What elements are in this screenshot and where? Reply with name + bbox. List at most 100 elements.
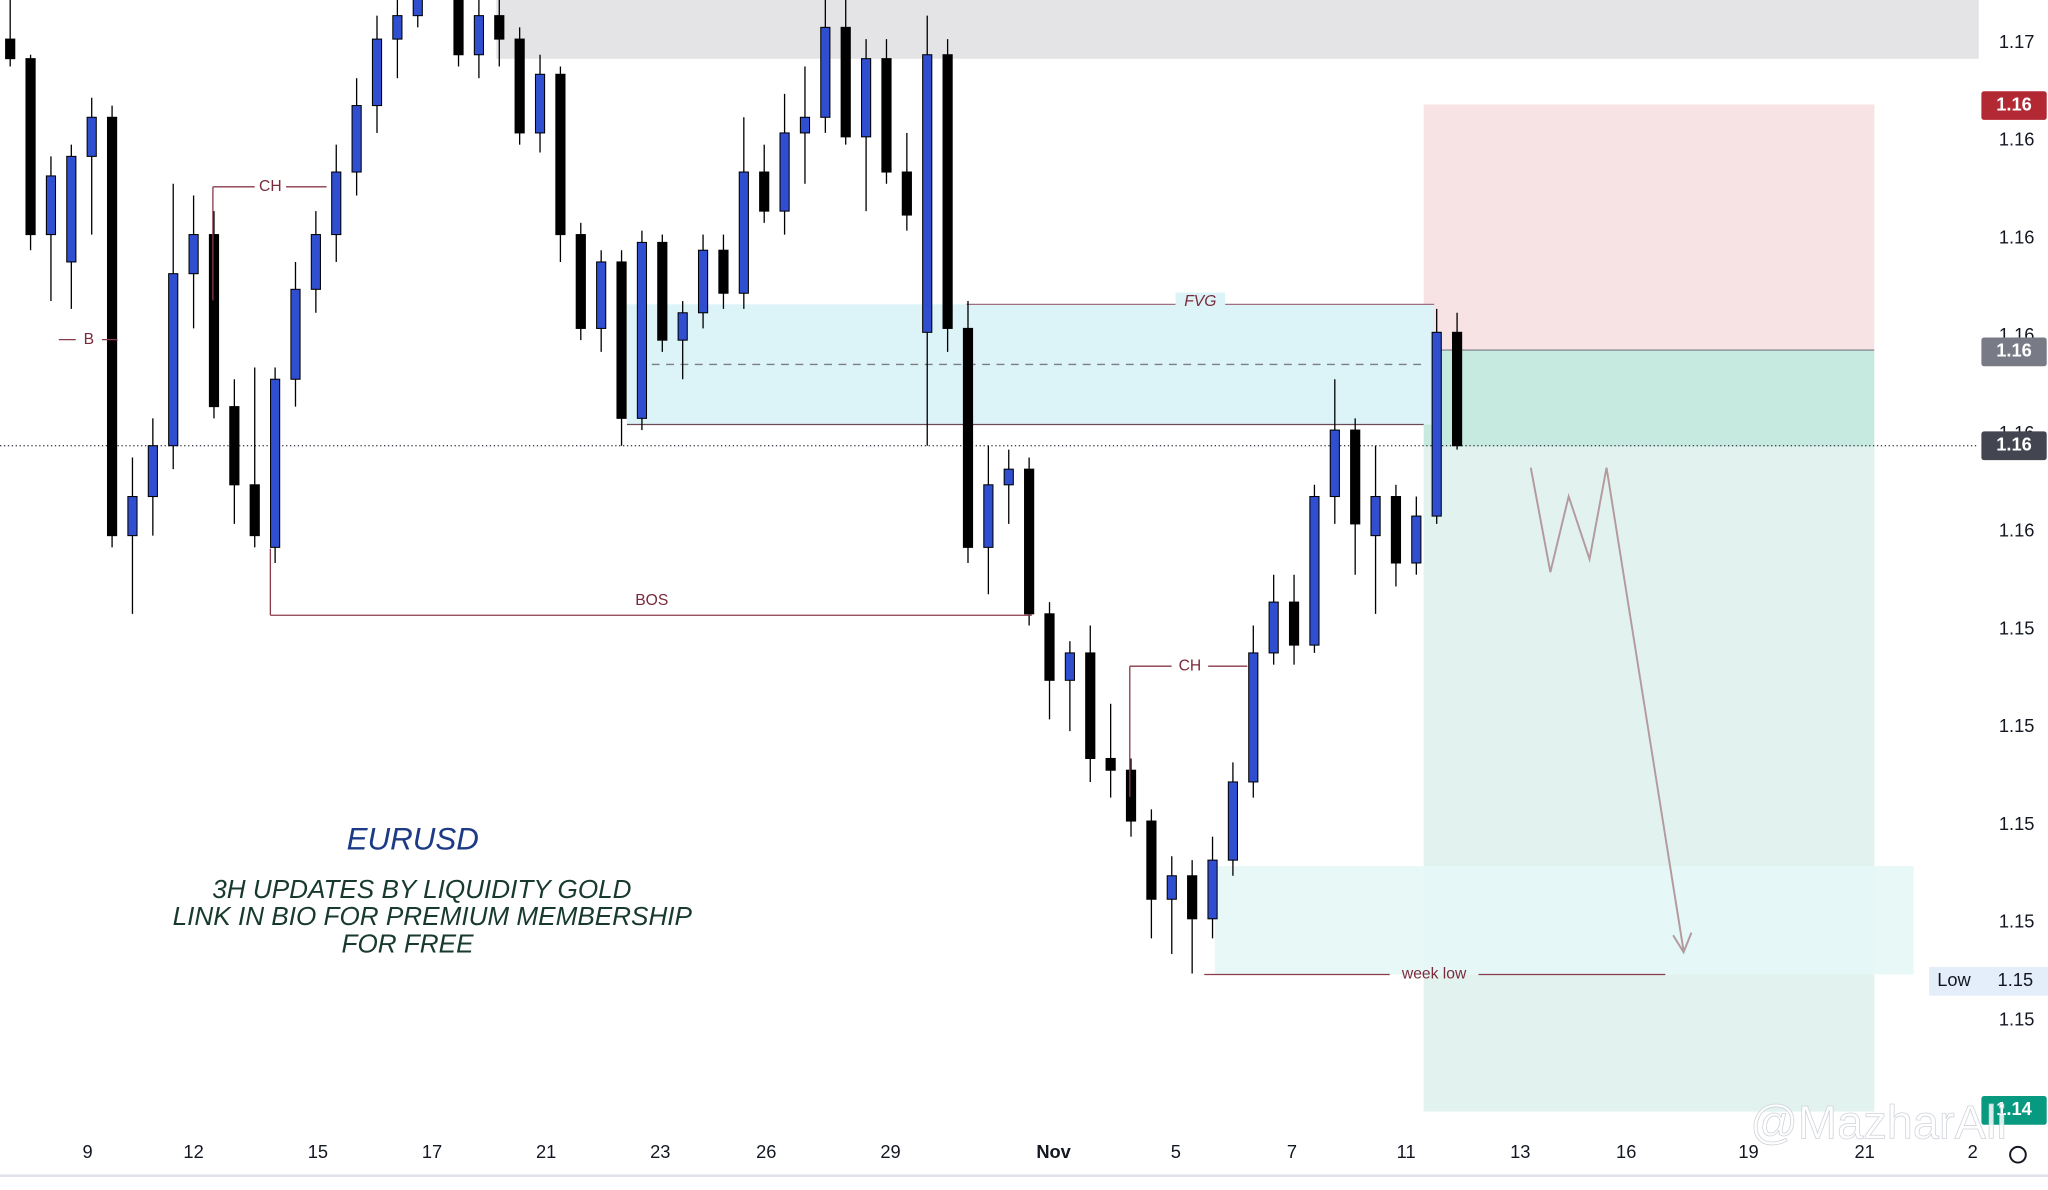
x-tick-label: 15	[308, 1141, 328, 1162]
candle-body	[962, 327, 974, 548]
target-zone	[1423, 446, 1875, 1112]
y-tick-label: 1.15	[1999, 617, 2035, 638]
candle-body	[983, 484, 994, 548]
candle-body	[1248, 652, 1259, 783]
candles	[5, 0, 1463, 974]
candle-body	[208, 234, 220, 408]
label-bg	[1175, 292, 1226, 311]
y-tick-label: 1.15	[1999, 813, 2035, 834]
x-tick-label: 16	[1616, 1141, 1636, 1162]
candle-body	[5, 38, 16, 60]
candle-body	[1390, 496, 1402, 564]
candle-body	[759, 171, 770, 212]
candle-body	[45, 175, 57, 236]
low-tag-name: Low	[1937, 969, 1971, 990]
candle-body	[657, 241, 668, 341]
candle-body	[168, 273, 179, 447]
price-tag	[1981, 1095, 2047, 1125]
candle-body	[412, 0, 423, 17]
candle-body	[901, 171, 912, 216]
candle-body	[861, 58, 872, 138]
candle-body	[1166, 875, 1177, 900]
projection-path	[1529, 467, 1685, 952]
settings-icon[interactable]	[2009, 1145, 2027, 1164]
candle-body	[351, 105, 362, 173]
candle-body	[820, 26, 831, 118]
candle-body	[779, 132, 790, 212]
x-tick-label: 11	[1397, 1141, 1416, 1162]
candle-body	[922, 54, 933, 333]
x-tick-label: 19	[1738, 1141, 1758, 1162]
y-tick-label: 1.15	[1999, 911, 2035, 932]
candle-body	[310, 234, 321, 290]
annotation: BOS	[635, 592, 668, 609]
candle-body	[1003, 468, 1014, 486]
candle-body	[1431, 331, 1442, 517]
x-tick-label: 9	[83, 1141, 93, 1162]
stop-zone	[1423, 104, 1875, 351]
candle-body	[1146, 820, 1157, 900]
x-tick-label: 5	[1171, 1141, 1181, 1162]
candle-body	[1268, 601, 1279, 654]
price-tag-label: 1.16	[1996, 340, 2032, 361]
candle-body	[1411, 515, 1422, 564]
candle-body	[453, 0, 464, 56]
x-tick-label: Nov	[1036, 1141, 1071, 1162]
candle-body	[575, 234, 586, 329]
candle-body	[25, 58, 36, 236]
candle-body	[331, 171, 342, 236]
price-tag	[1981, 337, 2047, 367]
price-tag	[1981, 91, 2047, 120]
candle-body	[1207, 859, 1218, 920]
candle-body	[534, 73, 546, 134]
x-tick-label: 29	[880, 1141, 900, 1162]
candle-body	[1370, 496, 1381, 537]
price-tags: 1.16 1.16 1.16 1.14 Low 1.15	[1929, 91, 2048, 1125]
candle-body	[1350, 429, 1361, 525]
candle-body	[718, 249, 729, 294]
low-tag	[1929, 966, 2048, 996]
subtitle: FOR FREE	[342, 929, 475, 959]
candle-body	[596, 261, 607, 329]
candle-body	[1227, 781, 1239, 861]
x-tick-label: 13	[1510, 1141, 1530, 1162]
y-tick-label: 1.16	[1999, 520, 2035, 541]
candle-body	[799, 116, 811, 134]
candle-body	[1085, 652, 1096, 760]
target-zone-top	[1423, 350, 1875, 447]
candle-body	[1125, 769, 1137, 822]
candle-body	[290, 288, 301, 380]
price-tag-label: 1.14	[1996, 1098, 2032, 1119]
candle-body	[1309, 496, 1320, 646]
supply-zone	[496, 0, 1979, 59]
candle-body	[738, 171, 749, 294]
x-tick-label: 21	[536, 1141, 556, 1162]
candle-body	[1024, 468, 1035, 615]
subtitle: LINK IN BIO FOR PREMIUM MEMBERSHIP	[173, 901, 693, 931]
demand-zone	[1214, 866, 1914, 975]
zones	[496, 0, 1979, 1112]
candle-body	[188, 234, 199, 275]
annotation: FVG	[1184, 293, 1216, 310]
candle-body	[229, 406, 240, 486]
y-tick-label: 1.17	[1999, 31, 2035, 52]
candle-body	[147, 445, 158, 498]
x-tick-label: 21	[1854, 1141, 1874, 1162]
candle-body	[1451, 331, 1463, 447]
annotation: week low	[1401, 966, 1467, 983]
candle-body	[677, 312, 688, 341]
annotation: CH	[259, 178, 282, 195]
candle-body	[86, 116, 97, 157]
candle-body	[1187, 875, 1198, 920]
candle-body	[270, 378, 281, 548]
price-tag-label: 1.16	[1996, 434, 2032, 455]
y-tick-label: 1.15	[1999, 715, 2035, 736]
chart-title: EURUSD	[347, 822, 479, 857]
candle-body	[473, 15, 484, 56]
candle-body	[371, 38, 383, 107]
candle-body	[494, 15, 505, 40]
subtitle: 3H UPDATES BY LIQUIDITY GOLD	[212, 874, 631, 904]
candle-body	[392, 15, 403, 40]
annotation: CH	[1179, 657, 1202, 674]
